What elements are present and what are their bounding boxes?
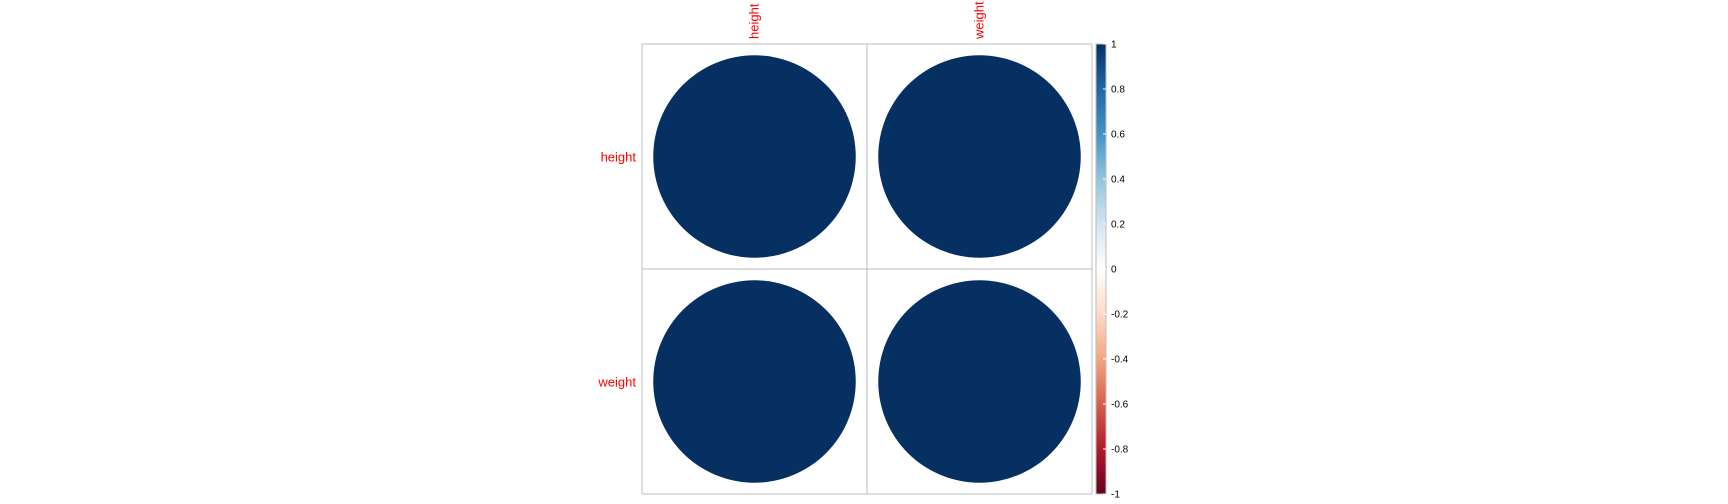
colorbar-tick-label: 0 [1111,265,1117,276]
colorbar: 1 0.8 0.6 0.4 0.2 0 -0.2 -0.4 -0.6 -0.8 -1 [1095,40,1129,501]
colorbar-ticks: 1 0.8 0.6 0.4 0.2 0 -0.2 -0.4 -0.6 -0.8 -1 [1103,40,1129,501]
row-label-weight: weight [597,375,636,390]
col-label-height: height [747,3,762,39]
colorbar-tick-label: 0.4 [1111,175,1125,186]
corr-circle-weight-height [653,280,856,483]
corr-circle-weight-weight [878,280,1081,483]
matrix-grid [641,43,1093,495]
row-label-height: height [601,150,637,165]
colorbar-tick-label: -0.4 [1111,355,1129,366]
colorbar-tick-label: -0.2 [1111,310,1129,321]
corr-circle-height-height [653,55,856,258]
colorbar-tick-label: 0.2 [1111,220,1125,231]
col-label-weight: weight [972,1,987,40]
colorbar-tick-label: -0.8 [1111,445,1129,456]
colorbar-tick-label: -0.6 [1111,400,1129,411]
colorbar-tick-label: 1 [1111,40,1117,51]
row-labels: height weight [597,150,636,390]
colorbar-tick-label: 0.6 [1111,130,1125,141]
column-labels: height weight [747,1,987,40]
correlation-circles [653,55,1081,483]
colorbar-tick-label: 0.8 [1111,85,1125,96]
colorbar-tick-label: -1 [1111,490,1120,501]
corr-circle-height-weight [878,55,1081,258]
